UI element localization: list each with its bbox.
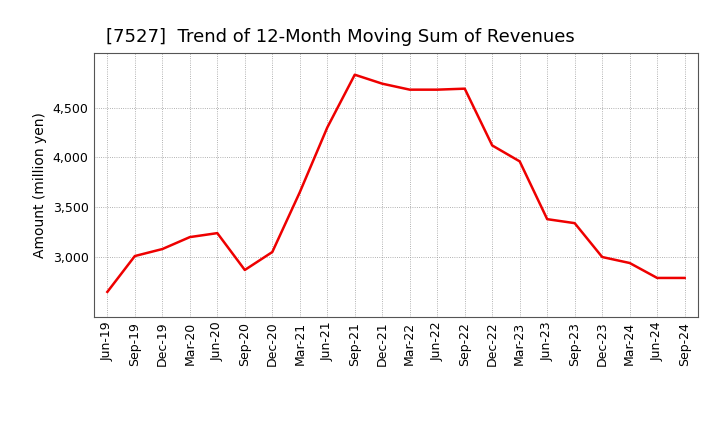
Y-axis label: Amount (million yen): Amount (million yen) [33,112,48,258]
Text: [7527]  Trend of 12-Month Moving Sum of Revenues: [7527] Trend of 12-Month Moving Sum of R… [106,28,575,46]
